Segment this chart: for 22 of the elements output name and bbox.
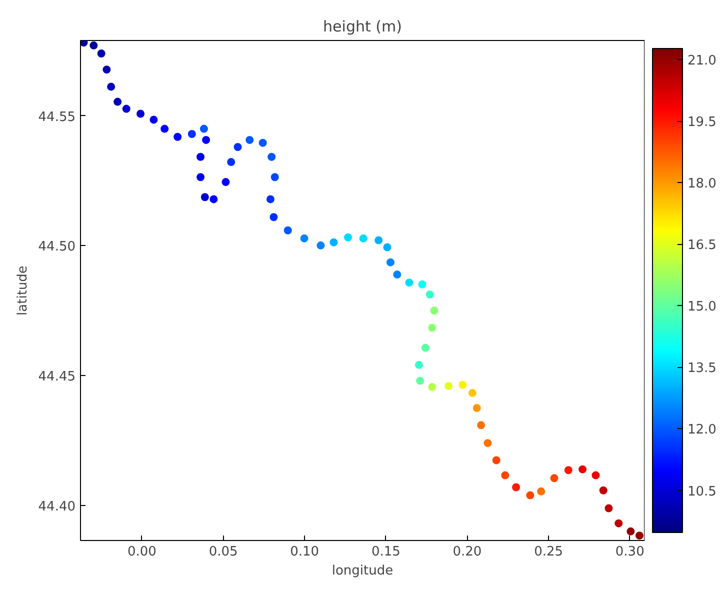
x-tick-label: 0.20 — [452, 544, 482, 560]
color-bar-label: 16.5 — [688, 238, 716, 254]
color-bar-label: 15.0 — [688, 300, 716, 315]
color-bar-label: 19.5 — [688, 115, 716, 130]
x-tick-label: 0.05 — [208, 544, 238, 560]
color-bar-label: 10.5 — [688, 484, 716, 500]
color-bar-label: 13.5 — [688, 361, 716, 376]
x-axis-title: longitude — [332, 564, 394, 578]
chart-title: height (m) — [323, 18, 402, 36]
color-bar-label: 12.0 — [688, 422, 716, 438]
color-bar-label: 18.0 — [688, 176, 716, 192]
y-tick-label: 44.45 — [38, 370, 76, 385]
color-bar-label: 21.0 — [688, 54, 716, 69]
y-tick-label: 44.50 — [38, 240, 76, 255]
x-tick-label: 0.10 — [290, 544, 320, 560]
x-tick-label: 0.30 — [615, 544, 644, 560]
y-tick-label: 44.40 — [38, 499, 76, 514]
x-tick-label: 0.00 — [128, 544, 156, 560]
y-tick-label: 44.55 — [38, 110, 76, 125]
x-tick-label: 0.15 — [371, 544, 400, 560]
y-axis-title: latitude — [15, 266, 30, 316]
x-tick-label: 0.25 — [534, 544, 564, 560]
